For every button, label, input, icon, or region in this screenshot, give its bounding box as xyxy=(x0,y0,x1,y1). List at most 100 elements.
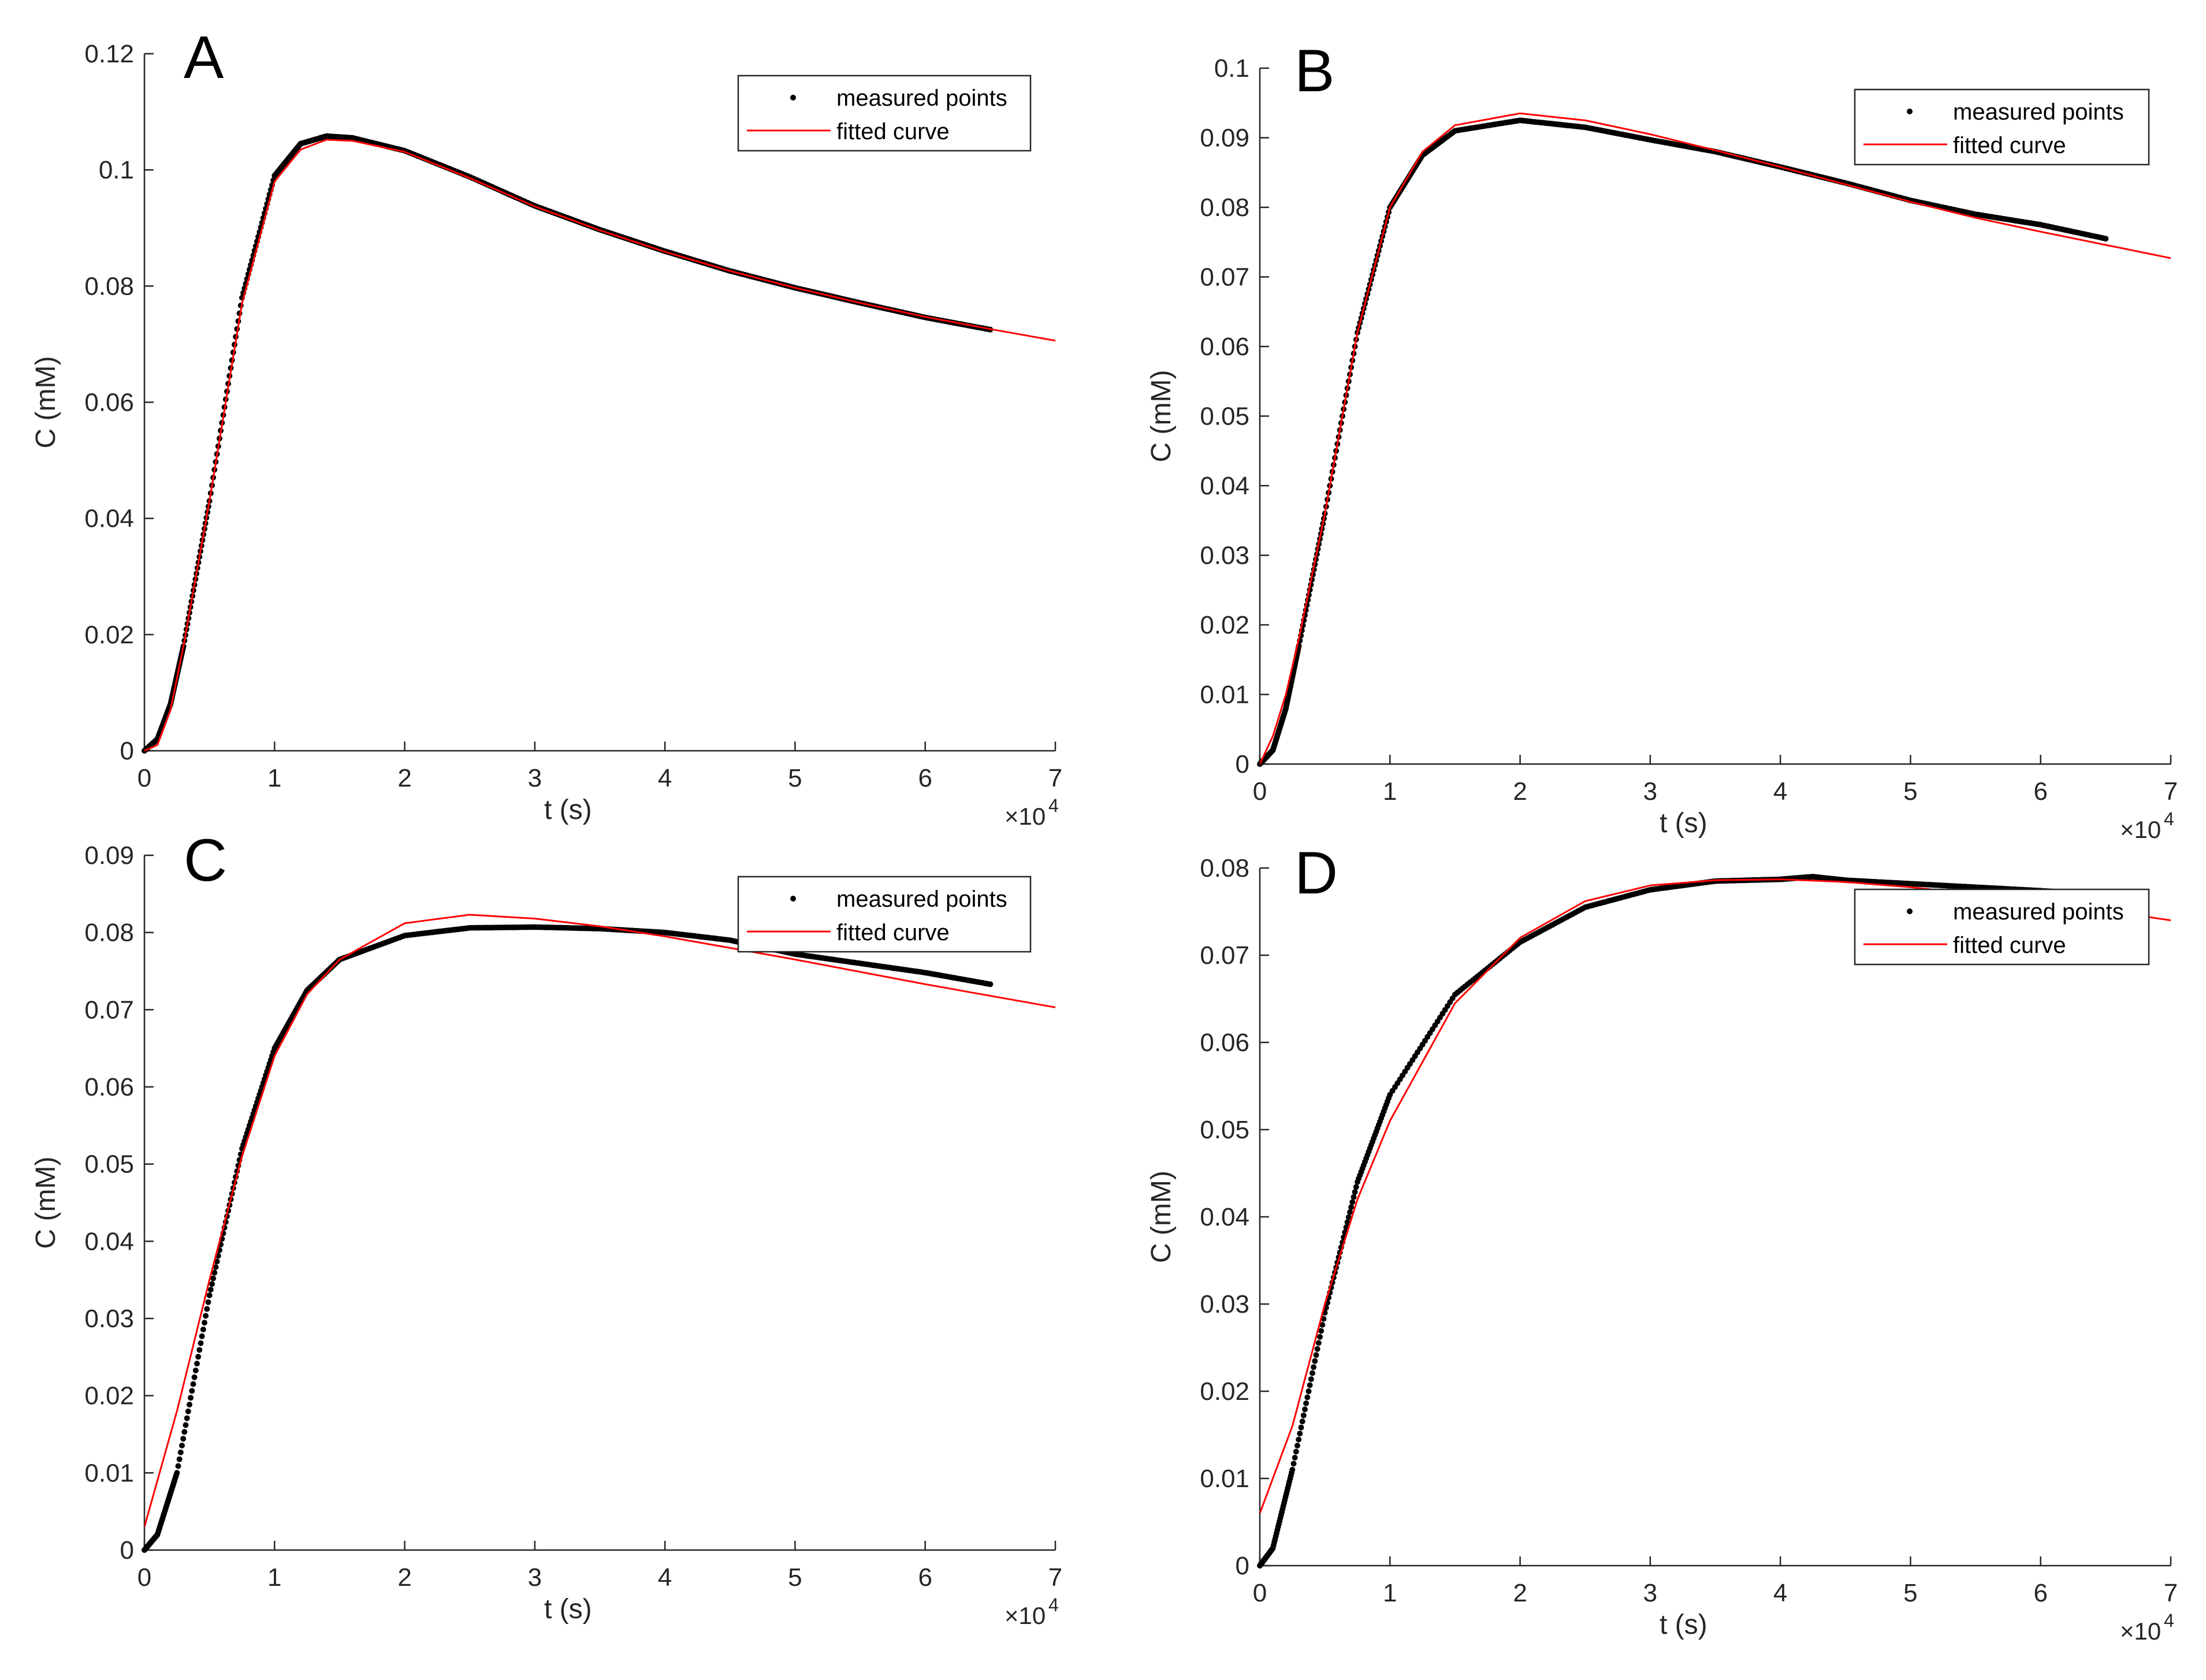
legend-marker-measured xyxy=(1907,908,1913,914)
x-axis-label: t (s) xyxy=(544,1594,592,1625)
y-tick-label: 0.03 xyxy=(1200,542,1249,570)
measured-point xyxy=(1313,1352,1319,1358)
x-tick-label: 3 xyxy=(528,1563,542,1592)
y-tick-label: 0.05 xyxy=(1200,403,1249,431)
legend-label-fitted: fitted curve xyxy=(1953,133,2066,158)
x-axis-label: t (s) xyxy=(1660,808,1707,839)
y-tick-label: 0.09 xyxy=(84,841,134,870)
x-tick-label: 2 xyxy=(397,764,411,792)
legend-marker-measured xyxy=(790,95,796,100)
measured-point xyxy=(187,1402,192,1408)
x-tick-label: 7 xyxy=(2164,1579,2178,1607)
y-tick-label: 0.07 xyxy=(1200,263,1249,292)
y-tick-label: 0.01 xyxy=(1200,681,1249,709)
y-tick-label: 0.03 xyxy=(1200,1290,1249,1318)
fitted-curve-line xyxy=(1260,112,2171,765)
panel-letter: A xyxy=(184,24,224,91)
measured-point xyxy=(1293,1448,1299,1455)
measured-point xyxy=(1310,1370,1315,1376)
x-tick-label: 1 xyxy=(267,764,281,792)
x-exponent-label: ×10 xyxy=(2120,1618,2161,1645)
measured-point xyxy=(1305,1388,1312,1394)
measured-point xyxy=(1308,1376,1314,1383)
chart-panel-b: 0 1 2 3 4 5 6 7 0 0.01 0.02 0.03 0.04 0.05 0.06 0.07 0.0… xyxy=(1146,38,2178,843)
measured-point xyxy=(198,1340,204,1346)
measured-point xyxy=(1304,1394,1311,1400)
y-tick-label: 0 xyxy=(120,737,134,765)
measured-point xyxy=(199,1333,205,1339)
measured-point xyxy=(1303,1400,1310,1406)
measured-point xyxy=(1352,1189,1358,1195)
chart-panel-d: 0 1 2 3 4 5 6 7 0 0.01 0.02 0.03 0.04 0.05 0.06 0.07 0.0… xyxy=(1146,840,2178,1645)
measured-point xyxy=(1345,1214,1352,1220)
y-tick-label: 0.02 xyxy=(84,1382,134,1410)
y-tick-label: 0.05 xyxy=(84,1150,134,1179)
measured-point xyxy=(1294,1443,1300,1449)
measured-point xyxy=(181,1429,188,1435)
x-tick-label: 4 xyxy=(1773,1579,1787,1607)
x-tick-label: 0 xyxy=(137,764,151,792)
y-tick-label: 0.08 xyxy=(1200,193,1249,222)
legend-label-fitted: fitted curve xyxy=(836,920,950,945)
x-tick-label: 6 xyxy=(918,1563,932,1592)
y-tick-label: 0.03 xyxy=(84,1305,134,1333)
x-tick-label: 5 xyxy=(788,1563,802,1592)
legend-marker-measured xyxy=(1907,109,1913,114)
legend-label-measured: measured points xyxy=(1953,99,2124,125)
y-tick-label: 0.04 xyxy=(84,505,134,533)
measured-point xyxy=(1347,1209,1353,1215)
measured-point xyxy=(1297,1431,1303,1437)
legend: measured points fitted curve xyxy=(1854,888,2150,966)
legend: measured points fitted curve xyxy=(737,74,1032,152)
measured-point xyxy=(1307,1382,1313,1388)
x-tick-label: 6 xyxy=(918,764,932,792)
x-tick-label: 5 xyxy=(788,764,802,792)
y-tick-label: 0.02 xyxy=(1200,611,1249,639)
x-exponent-label: ×10 xyxy=(2120,816,2161,843)
legend-label-measured: measured points xyxy=(1953,899,2124,925)
y-tick-label: 0.12 xyxy=(84,40,134,68)
measured-point xyxy=(188,1395,194,1401)
measured-point xyxy=(189,1388,195,1394)
measured-point xyxy=(204,1306,210,1312)
y-tick-label: 0.08 xyxy=(84,272,134,300)
measured-point xyxy=(213,1264,219,1271)
y-tick-label: 0.1 xyxy=(1214,54,1249,83)
x-tick-label: 2 xyxy=(1513,1579,1527,1607)
measured-point xyxy=(1298,1424,1304,1431)
x-tick-label: 5 xyxy=(1903,777,1917,806)
measured-point xyxy=(1315,1340,1322,1346)
x-tick-label: 0 xyxy=(1253,777,1267,806)
x-exponent-power: 4 xyxy=(1048,795,1059,816)
legend-box xyxy=(737,876,1032,953)
x-exponent-label: ×10 xyxy=(1005,1602,1046,1629)
legend-label-fitted: fitted curve xyxy=(836,119,950,144)
fitted-curve-line xyxy=(1260,878,2171,1514)
measured-point xyxy=(176,1456,183,1462)
y-tick-label: 0.01 xyxy=(1200,1465,1249,1493)
chart-panel-c: 0 1 2 3 4 5 6 7 0 0.01 0.02 0.03 0.04 0.05 0.06 0.07 0.0… xyxy=(31,827,1062,1629)
measured-point xyxy=(174,1470,180,1476)
y-axis-label: C (mM) xyxy=(1146,370,1177,463)
measured-point xyxy=(175,1463,181,1469)
x-exponent-power: 4 xyxy=(2164,1610,2174,1631)
measured-point xyxy=(1348,1204,1355,1210)
measured-point xyxy=(1318,1328,1325,1334)
measured-points-series xyxy=(142,924,994,1553)
y-tick-label: 0.08 xyxy=(1200,854,1249,882)
x-tick-label: 0 xyxy=(1253,1579,1267,1607)
y-tick-label: 0.01 xyxy=(84,1459,134,1487)
x-tick-label: 3 xyxy=(1643,777,1657,806)
measured-point xyxy=(1319,1322,1326,1328)
measured-point xyxy=(1300,1412,1307,1418)
x-tick-label: 6 xyxy=(2033,777,2047,806)
measured-point xyxy=(1317,1333,1323,1340)
panel-letter: C xyxy=(184,827,227,894)
legend-label-measured: measured points xyxy=(836,85,1007,111)
y-tick-label: 0.09 xyxy=(1200,124,1249,152)
x-exponent-power: 4 xyxy=(2164,809,2174,829)
y-tick-label: 0.07 xyxy=(84,996,134,1024)
y-axis-label: C (mM) xyxy=(31,1157,61,1249)
measured-point xyxy=(1344,1219,1351,1225)
